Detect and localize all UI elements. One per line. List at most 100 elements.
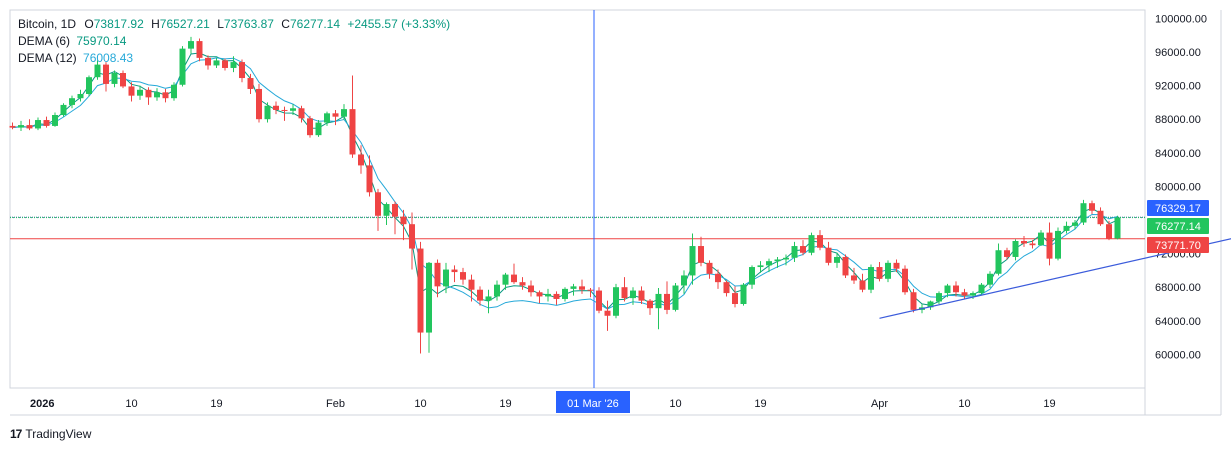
candle-body (375, 192, 381, 216)
candle (43, 116, 50, 128)
candle (655, 288, 662, 330)
candle (111, 70, 118, 88)
candle (723, 280, 730, 297)
x-tick-label: 19 (754, 398, 766, 410)
candle (834, 252, 840, 268)
candle-body (613, 287, 619, 316)
candle-body (740, 284, 747, 304)
candle-body (290, 108, 296, 111)
candle-body (953, 285, 959, 293)
candle (392, 201, 398, 235)
crosshair-time-text: 01 Mar '26 (567, 398, 619, 410)
candle (460, 267, 466, 285)
candle-body (689, 246, 696, 276)
candle (332, 109, 339, 126)
candle (162, 88, 169, 103)
trend-line (879, 238, 1231, 319)
price-tag: 76329.17 (1147, 200, 1209, 216)
candle (239, 59, 245, 83)
candle (1055, 227, 1061, 261)
candle-body (1021, 241, 1027, 244)
candle (511, 263, 517, 284)
candle (494, 280, 500, 301)
candle-body (706, 262, 713, 274)
candle-body (188, 41, 194, 49)
candle-body (383, 204, 390, 216)
candle (876, 262, 883, 282)
tradingview-logo-icon: 17 (10, 427, 22, 441)
candle (519, 277, 526, 290)
candle (213, 57, 220, 68)
candle (817, 230, 823, 251)
price-tag-bg (1147, 237, 1209, 253)
candle-body (409, 224, 415, 249)
tradingview-brand[interactable]: 17 TradingView (10, 427, 91, 441)
candle (995, 243, 1002, 276)
candle (52, 112, 58, 127)
high-label: H (151, 17, 160, 31)
candle-body (179, 48, 186, 85)
candle-body (800, 246, 806, 253)
dema12-label: DEMA (12) (18, 51, 77, 65)
dema12-row: DEMA (12) 76008.43 (18, 50, 450, 67)
candle (468, 274, 475, 302)
candle (927, 300, 934, 310)
candle-body (664, 293, 670, 310)
candle (426, 262, 432, 353)
candle-body (715, 273, 721, 283)
candle-body (749, 267, 755, 285)
candle-body (256, 88, 262, 120)
candle (613, 283, 619, 319)
candle-body (400, 216, 407, 225)
candle (987, 271, 993, 289)
candle (953, 281, 959, 297)
candle (1038, 230, 1044, 247)
candle-body (1097, 210, 1104, 225)
candle-body (332, 113, 339, 117)
candle (604, 300, 611, 331)
x-tick-label: 10 (958, 398, 970, 410)
candle-body (630, 290, 636, 299)
candle-body (111, 73, 118, 84)
candle (409, 212, 415, 270)
candle (1046, 222, 1053, 266)
candle (145, 87, 152, 105)
candle-body (358, 154, 364, 166)
candle-body (655, 293, 662, 309)
y-tick-label: 80000.00 (1155, 181, 1201, 193)
crosshair-time-bg (556, 391, 630, 413)
candle (230, 56, 237, 73)
candle-body (196, 41, 203, 58)
candle (502, 272, 509, 290)
crosshair-time-label: 01 Mar '26 (556, 391, 630, 413)
candle (400, 209, 407, 241)
candle (315, 120, 322, 137)
candle (681, 270, 687, 294)
candle (9, 122, 16, 130)
candle-body (366, 165, 373, 193)
plot-area (9, 9, 1146, 389)
candle (120, 70, 126, 89)
candle (205, 55, 211, 70)
candle-body (52, 115, 58, 126)
candle-body (1072, 222, 1078, 226)
candle (579, 279, 585, 294)
candle (366, 155, 373, 197)
y-tick-label: 96000.00 (1155, 47, 1201, 59)
candle-body (808, 235, 815, 253)
candle (281, 106, 288, 121)
candle (324, 111, 330, 126)
high-value: 76527.21 (159, 17, 210, 31)
y-tick-label: 68000.00 (1155, 282, 1201, 294)
candle-body (842, 256, 849, 276)
candle-body (893, 262, 900, 269)
candle (485, 289, 492, 314)
low-value: 73763.87 (223, 17, 274, 31)
candle-body (69, 98, 75, 105)
candle-body (298, 108, 305, 119)
candle-body (307, 118, 313, 136)
dema6-value: 75970.14 (76, 34, 127, 48)
candle (443, 262, 449, 294)
